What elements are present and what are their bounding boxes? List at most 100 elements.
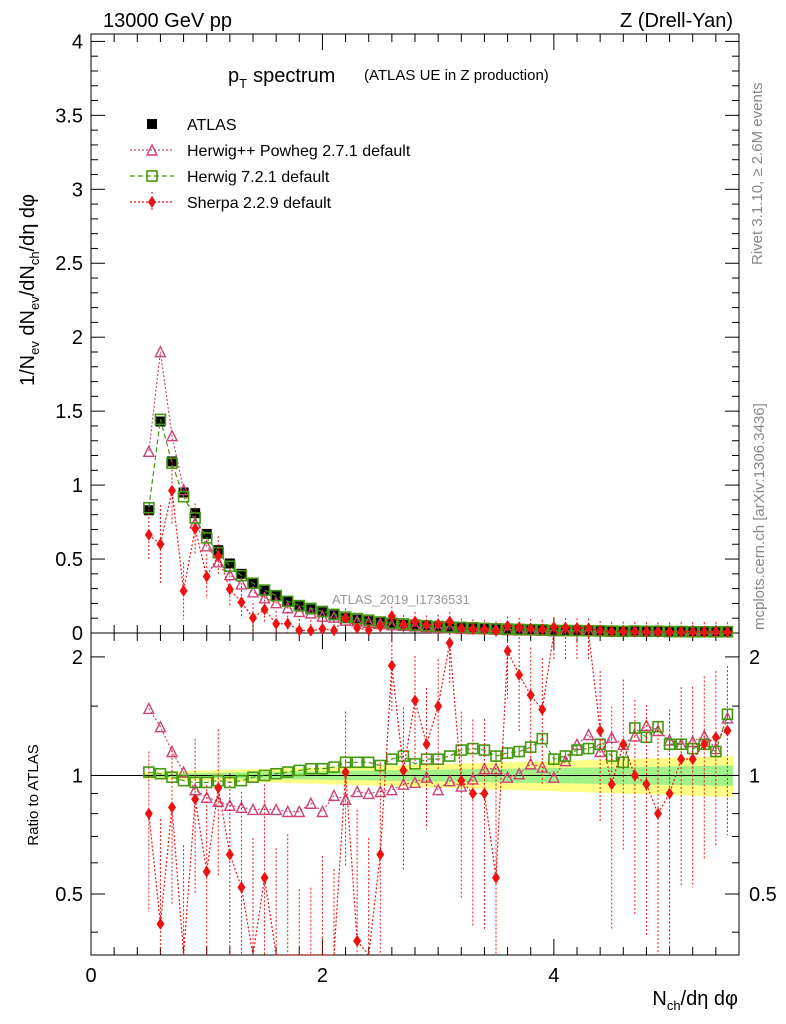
ratio-point-sherpa (700, 738, 709, 751)
ratio-point-herwigpp (316, 804, 329, 818)
legend-label: ATLAS (187, 117, 237, 134)
ratio-point-herwigpp (489, 762, 503, 775)
title-sub: T (239, 76, 247, 91)
point-sherpa (549, 621, 558, 634)
ratio-point-herwigpp (281, 804, 294, 818)
ratio-point-sherpa (711, 731, 720, 744)
ratio-point-sherpa (434, 700, 443, 713)
point-herwigpp (142, 444, 155, 458)
ratio-point-herwig7 (409, 758, 421, 770)
series-line-ratio (148, 714, 729, 784)
legend-marker (146, 170, 158, 182)
point-herwig7 (293, 599, 306, 612)
ratio-point-sherpa (144, 807, 153, 820)
ratio-y-tick-label: 2 (72, 647, 83, 669)
y-tick-label: 2.5 (55, 253, 83, 275)
ratio-point-sherpa (214, 781, 223, 794)
ratio-point-herwig7 (200, 776, 213, 789)
point-sherpa (376, 620, 385, 633)
ratio-point-sherpa (191, 793, 200, 806)
ratio-point-herwigpp (501, 770, 514, 783)
point-herwigpp (154, 345, 167, 358)
ratio-point-sherpa (596, 724, 605, 737)
point-sherpa (665, 625, 674, 638)
y-tick-label: 1 (72, 475, 83, 497)
title-rest: spectrum (253, 65, 335, 87)
ratio-y-axis-label: Ratio to ATLAS (25, 744, 42, 845)
ratio-series (142, 632, 734, 957)
point-sherpa (144, 528, 153, 541)
ratio-point-sherpa (260, 871, 269, 884)
ratio-point-herwigpp (420, 770, 433, 783)
point-sherpa (630, 625, 639, 638)
point-atlas (259, 585, 270, 596)
analysis-watermark: ATLAS_2019_I1736531 (332, 592, 470, 607)
y-tick-label: 4 (72, 31, 83, 53)
point-sherpa (677, 625, 686, 638)
point-herwigpp (258, 591, 271, 604)
point-sherpa (237, 596, 246, 609)
point-herwig7 (247, 577, 259, 590)
ratio-point-sherpa (376, 848, 385, 861)
ratio-point-herwigpp (524, 757, 537, 770)
point-sherpa (457, 622, 466, 635)
ratio-point-herwigpp (165, 744, 179, 758)
point-sherpa (573, 621, 581, 634)
ratio-point-herwig7 (258, 769, 271, 782)
y-tick-label: 0.5 (55, 549, 83, 571)
point-herwigpp (408, 619, 422, 632)
ratio-point-sherpa (665, 787, 674, 800)
point-herwig7 (305, 602, 317, 615)
ratio-point-sherpa (422, 738, 431, 751)
x-tick-label: 0 (85, 965, 96, 987)
ratio-point-herwigpp (582, 728, 595, 741)
header-right: Z (Drell-Yan) (620, 10, 733, 32)
ratio-point-herwig7 (548, 753, 560, 765)
mcplots-label: mcplots.cern.ch [arXiv:1306.3436] (751, 403, 768, 630)
x-axis-label: Nch/dη dφ (652, 988, 738, 1013)
ratio-point-sherpa (202, 865, 211, 878)
point-herwigpp (293, 604, 306, 618)
ratio-point-herwigpp (327, 788, 341, 802)
legend-marker (147, 119, 157, 129)
ratio-point-sherpa (411, 694, 419, 707)
point-sherpa (225, 583, 234, 596)
point-sherpa (249, 611, 257, 624)
ratio-point-herwigpp (304, 796, 317, 809)
point-sherpa (688, 625, 697, 638)
y-tick-label: 3 (72, 179, 83, 201)
x-tick-label: 4 (548, 965, 559, 987)
ratio-point-herwig7 (270, 767, 282, 780)
ratio-point-herwig7 (351, 756, 363, 769)
ratio-point-sherpa (399, 764, 408, 777)
ratio-point-herwigpp (385, 783, 398, 796)
point-sherpa (422, 619, 431, 632)
point-herwigpp (432, 620, 445, 634)
point-herwigpp (385, 618, 398, 631)
point-herwig7 (224, 560, 236, 573)
point-sherpa (607, 625, 616, 638)
point-herwig7 (200, 532, 213, 544)
ratio-point-herwigpp (605, 730, 618, 743)
point-sherpa (503, 619, 512, 632)
point-sherpa (619, 625, 628, 638)
ratio-point-sherpa (677, 753, 686, 766)
ratio-point-herwigpp (455, 779, 468, 792)
point-herwig7 (281, 595, 294, 608)
y-tick-label: 1.5 (55, 401, 83, 423)
point-atlas (236, 568, 247, 579)
ratio-point-herwigpp (432, 783, 445, 796)
ratio-point-sherpa (387, 659, 396, 672)
point-sherpa (642, 625, 651, 638)
ratio-point-herwigpp (154, 720, 167, 733)
ratio-point-herwigpp (351, 785, 364, 798)
point-sherpa (515, 621, 524, 634)
ratio-point-herwig7 (386, 753, 398, 765)
ratio-point-herwigpp (177, 765, 190, 778)
ratio-point-herwig7 (328, 761, 340, 773)
point-sherpa (584, 622, 593, 635)
ratio-point-herwig7 (559, 750, 572, 762)
point-sherpa (538, 623, 547, 636)
ratio-point-herwig7 (281, 766, 294, 778)
